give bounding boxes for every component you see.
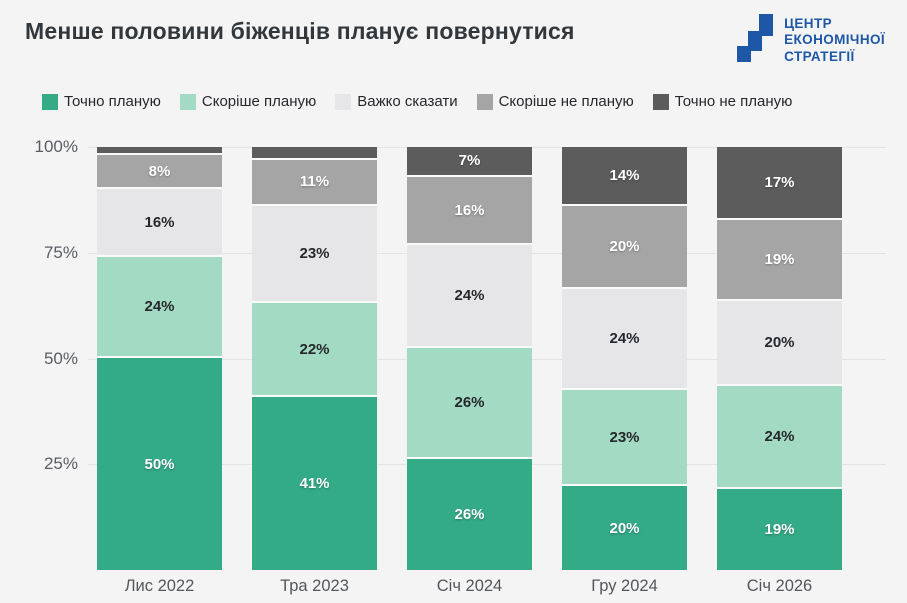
bar-segment: 24%: [97, 256, 222, 359]
legend-label: Точно планую: [64, 93, 161, 110]
segment-value-label: 14%: [609, 166, 640, 184]
bar-segment: 16%: [407, 176, 532, 246]
bar-segment: [97, 147, 222, 156]
legend-swatch: [42, 93, 58, 110]
bar-stack: 11% 23% 22% 41%: [252, 147, 377, 570]
segment-value-label: 41%: [299, 474, 330, 492]
segment-value-label: 20%: [609, 519, 640, 537]
segment-value-label: 7%: [458, 152, 481, 170]
bar-stack: 14% 20% 24% 23% 20%: [562, 147, 687, 570]
bar-segment: 14%: [562, 147, 687, 206]
logo-text-line: ЦЕНТР: [784, 15, 833, 31]
bar-column: 7% 16% 24% 26% 26% Січ 2024: [407, 147, 532, 595]
segment-value-label: 26%: [454, 505, 485, 523]
chart-legend: Точно планую Скоріше планую Важко сказати С…: [42, 93, 887, 110]
bar-segment: [252, 147, 377, 160]
bar-segment: 19%: [717, 488, 842, 570]
bar-segment: 41%: [252, 396, 377, 570]
y-axis-tick-label: 100%: [34, 137, 78, 156]
segment-value-label: 22%: [299, 340, 330, 358]
bar-segment: 26%: [407, 347, 532, 459]
bar-segment: 17%: [717, 147, 842, 220]
segment-value-label: 20%: [609, 238, 640, 255]
bar-column: 8% 16% 24% 50% Лис 2022: [97, 147, 222, 595]
segment-value-label: 19%: [764, 250, 795, 268]
segment-value-label: 17%: [764, 173, 795, 191]
segment-value-label: 23%: [609, 428, 640, 446]
segment-value-label: 26%: [454, 393, 485, 411]
legend-item: Точно не планую: [652, 93, 793, 110]
category-label: Лис 2022: [124, 577, 195, 595]
legend-item: Скоріше не планую: [476, 93, 634, 110]
category-label: Січ 2024: [436, 577, 503, 595]
logo-text-line: ЕКОНОМІЧНОЇ: [784, 32, 885, 48]
y-axis-tick-label: 50%: [43, 348, 78, 368]
header: Менше половини біженців планує повернути…: [25, 6, 885, 71]
bar-column: 11% 23% 22% 41% Тра 2023: [252, 147, 377, 595]
category-label: Тра 2023: [280, 577, 349, 595]
bar-column: 17% 19% 20% 24% 19% Січ 2026: [717, 147, 842, 595]
bar-segment: 50%: [97, 358, 222, 570]
legend-label: Скоріше не планую: [498, 93, 634, 110]
bar-segment: 16%: [97, 189, 222, 257]
bar-stack: 17% 19% 20% 24% 19%: [717, 147, 842, 570]
legend-item: Точно планую: [42, 93, 161, 110]
bar-segment: 22%: [252, 303, 377, 397]
legend-item: Важко сказати: [335, 93, 458, 110]
y-axis-tick-label: 25%: [43, 454, 78, 474]
logo-text-line: СТРАТЕГІЇ: [784, 48, 855, 64]
bar-segment: 11%: [252, 159, 377, 207]
legend-swatch: [652, 93, 669, 110]
segment-value-label: 20%: [764, 334, 795, 352]
segment-value-label: 24%: [454, 287, 485, 305]
segment-value-label: 19%: [764, 520, 795, 538]
bar-column: 14% 20% 24% 23% 20% Гру 2024: [562, 147, 687, 595]
bar-stack: 8% 16% 24% 50%: [97, 147, 222, 570]
category-label: Гру 2024: [591, 577, 658, 595]
bar-segment: 20%: [717, 300, 842, 387]
bar-segment: 24%: [562, 289, 687, 390]
segment-value-label: 8%: [148, 162, 171, 180]
bar-segment: 8%: [97, 155, 222, 190]
y-axis-tick-label: 75%: [43, 242, 78, 262]
logo-text: ЦЕНТР ЕКОНОМІЧНОЇ СТРАТЕГІЇ: [784, 16, 885, 65]
stacked-bar-chart: 100% 75% 50% 25% 8% 16% 24% 50% Лис 2022 11% 23% 2…: [35, 137, 886, 595]
legend-label: Точно не планую: [674, 93, 793, 110]
bar-segment: 26%: [407, 458, 532, 570]
legend-label: Важко сказати: [357, 93, 458, 110]
bar-segment: 23%: [562, 389, 687, 487]
logo: ЦЕНТР ЕКОНОМІЧНОЇ СТРАТЕГІЇ: [737, 6, 885, 71]
bar-segment: 19%: [717, 219, 842, 301]
legend-swatch: [476, 93, 493, 110]
bar-segment: 24%: [407, 245, 532, 348]
bar-segment: 20%: [562, 486, 687, 570]
segment-value-label: 23%: [299, 245, 330, 263]
segment-value-label: 16%: [144, 213, 175, 231]
bar-segment: 23%: [252, 206, 377, 304]
segment-value-label: 50%: [144, 455, 175, 473]
segment-value-label: 16%: [454, 201, 485, 219]
bar-segment: 24%: [717, 386, 842, 489]
segment-value-label: 24%: [609, 330, 640, 348]
bars-area: 8% 16% 24% 50% Лис 2022 11% 23% 22% 41% Тра 2023 7…: [97, 147, 842, 595]
category-label: Січ 2026: [746, 577, 813, 595]
bar-segment: 7%: [407, 147, 532, 177]
segment-value-label: 24%: [764, 428, 795, 446]
segment-value-label: 24%: [144, 298, 175, 316]
legend-swatch: [179, 93, 196, 110]
stairs-logo-icon: [737, 10, 775, 71]
legend-item: Скоріше планую: [179, 93, 317, 110]
bar-segment: 20%: [562, 205, 687, 290]
page-title: Менше половини біженців планує повернути…: [25, 18, 575, 44]
bar-stack: 7% 16% 24% 26% 26%: [407, 147, 532, 570]
segment-value-label: 11%: [299, 173, 330, 191]
legend-swatch: [335, 93, 352, 110]
legend-label: Скоріше планую: [201, 93, 317, 110]
